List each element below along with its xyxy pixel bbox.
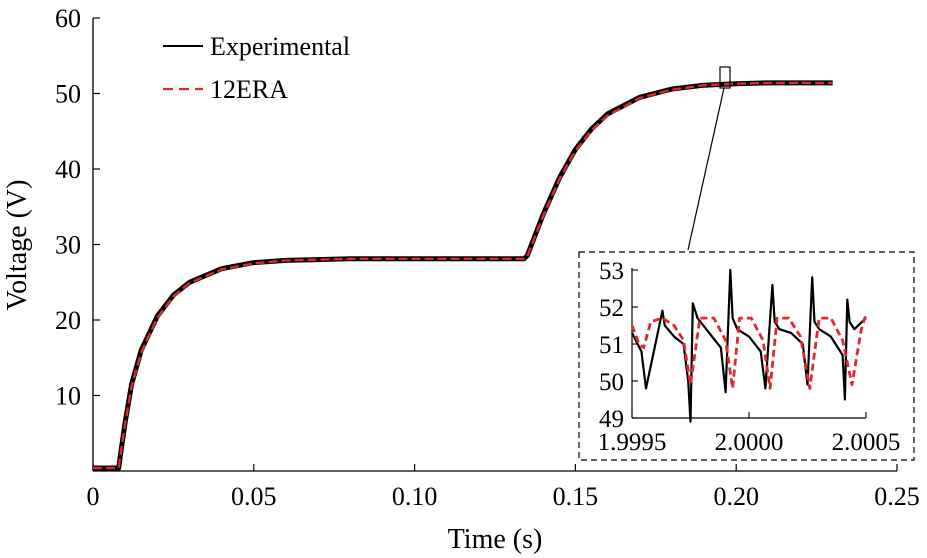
y-ticks: 10 20 30 40 50 60 bbox=[55, 4, 100, 411]
y-tick-label: 60 bbox=[55, 4, 81, 33]
x-tick-label: 0.15 bbox=[553, 482, 599, 511]
inset-series-line-experimental bbox=[631, 268, 867, 423]
zoom-region-marker bbox=[719, 66, 731, 89]
x-tick-label: 0.25 bbox=[874, 482, 920, 511]
zoom-connector-line bbox=[687, 87, 725, 251]
x-ticks: 0 0.05 0.10 0.15 0.20 0.25 bbox=[87, 464, 920, 511]
inset-chart: 49 50 51 52 53 1.9995 2.0000 2.0005 bbox=[578, 251, 915, 461]
x-tick-label: 0 bbox=[87, 482, 100, 511]
legend-label-experimental: Experimental bbox=[210, 32, 350, 61]
y-tick-label: 30 bbox=[55, 231, 81, 260]
inset-x-tick-label: 2.0000 bbox=[715, 429, 784, 456]
inset-border bbox=[578, 251, 915, 461]
y-tick-label: 50 bbox=[55, 80, 81, 109]
series-line-12era bbox=[93, 81, 833, 470]
legend-label-12era: 12ERA bbox=[210, 75, 288, 104]
inset-series-layer bbox=[630, 268, 868, 423]
inset-y-ticks: 49 50 51 52 53 bbox=[599, 258, 638, 433]
y-tick-label: 10 bbox=[55, 382, 81, 411]
inset-y-tick-label: 52 bbox=[599, 295, 624, 322]
x-tick-label: 0.20 bbox=[713, 482, 759, 511]
inset-x-ticks: 1.9995 2.0000 2.0005 bbox=[598, 412, 901, 456]
x-tick-label: 0.05 bbox=[231, 482, 277, 511]
inset-x-tick-label: 2.0005 bbox=[832, 429, 901, 456]
x-axis-title: Time (s) bbox=[448, 524, 543, 555]
legend: Experimental 12ERA bbox=[163, 32, 350, 104]
inset-y-tick-label: 51 bbox=[599, 332, 624, 359]
y-tick-label: 40 bbox=[55, 155, 81, 184]
series-layer bbox=[93, 80, 833, 471]
inset-y-tick-label: 53 bbox=[599, 258, 624, 285]
inset-series-line-12era bbox=[630, 313, 868, 390]
inset-y-tick-label: 49 bbox=[599, 406, 624, 433]
inset-x-tick-label: 1.9995 bbox=[598, 429, 667, 456]
inset-y-tick-label: 50 bbox=[599, 369, 624, 396]
x-tick-label: 0.10 bbox=[392, 482, 438, 511]
y-tick-label: 20 bbox=[55, 306, 81, 335]
y-axis-title: Voltage (V) bbox=[2, 180, 33, 311]
